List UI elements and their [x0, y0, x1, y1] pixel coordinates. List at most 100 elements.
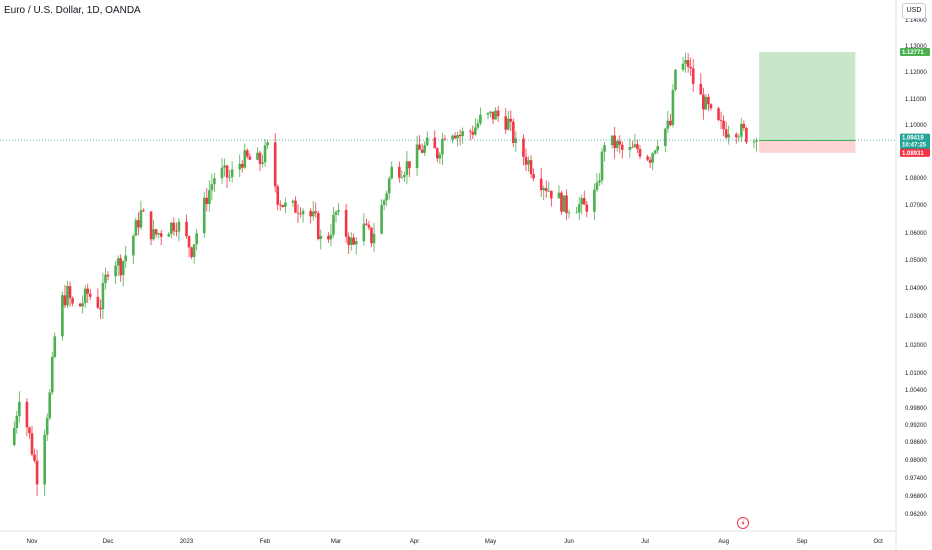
candle-body: [230, 169, 234, 177]
candle-body: [68, 286, 72, 299]
candle-body: [648, 159, 652, 163]
candle-body: [258, 152, 262, 164]
candle-body: [18, 401, 21, 416]
candle-body: [636, 144, 639, 149]
lightning-icon[interactable]: [737, 517, 749, 529]
candle-body: [593, 189, 596, 212]
candle-body: [666, 120, 670, 129]
currency-button[interactable]: USD: [902, 3, 926, 19]
candle-body: [704, 96, 708, 110]
candle-body: [615, 141, 619, 149]
candle-body: [451, 135, 454, 140]
candle-body: [653, 150, 657, 154]
time-tick-label: 2023: [180, 539, 194, 545]
candle-body: [139, 210, 143, 228]
price-tick-label: 0.99800: [905, 406, 927, 412]
candle-body: [631, 146, 634, 148]
candle-body: [43, 434, 46, 485]
candle-body: [30, 433, 34, 455]
candle-body: [724, 129, 728, 138]
candle-body: [45, 418, 49, 435]
candle-body: [453, 135, 457, 139]
candle-body: [620, 144, 624, 150]
candle-body: [476, 123, 480, 128]
candle-body: [294, 200, 297, 213]
candle-body: [613, 135, 616, 149]
candle-body: [154, 229, 158, 235]
time-axis[interactable]: Nov Dec 2023 Feb Mar Apr May Jun Jul Aug Sep Oct: [27, 539, 883, 545]
candle-body: [656, 146, 660, 151]
current-price-tag-text: 1.09419: [902, 136, 924, 142]
time-tick-label: Oct: [873, 539, 883, 545]
candle-body: [301, 210, 305, 215]
candle-body: [651, 153, 654, 163]
candle-body: [674, 69, 677, 90]
candle-body: [96, 296, 100, 308]
candle-body: [408, 161, 411, 169]
candle-body: [273, 142, 277, 187]
candle-body: [243, 150, 247, 168]
candle-body: [167, 233, 171, 237]
candle-body: [66, 286, 69, 306]
candle-body: [707, 96, 710, 105]
price-tick-label: 1.04000: [905, 286, 927, 292]
price-tick-label: 0.98000: [905, 458, 927, 464]
target-price-tag-text: 1.12771: [902, 50, 924, 56]
candle-body: [380, 205, 383, 234]
time-tick-label: May: [485, 539, 496, 545]
candle-body: [309, 210, 312, 217]
candle-body: [509, 118, 513, 122]
candle-body: [390, 166, 394, 179]
position-zones: [759, 51, 856, 153]
candle-body: [121, 261, 125, 276]
candle-body: [524, 156, 528, 165]
candle-body: [334, 211, 338, 215]
symbol-title: Euro / U.S. Dollar, 1D, OANDA: [4, 5, 141, 16]
time-tick-label: Sep: [797, 539, 808, 545]
candle-body: [256, 152, 259, 160]
price-tick-label: 0.97400: [905, 476, 927, 482]
candle-body: [213, 178, 216, 185]
candle-body: [177, 221, 181, 232]
candle-body: [149, 211, 153, 240]
candle-body: [157, 233, 160, 235]
candle-body: [246, 150, 249, 157]
candle-body: [646, 156, 649, 160]
candle-body: [170, 222, 173, 234]
candle-body: [372, 233, 376, 244]
stop-price-tag-bg: [900, 148, 930, 157]
price-tick-label: 0.96200: [905, 512, 927, 518]
candle-body: [468, 131, 472, 133]
time-tick-label: Feb: [260, 539, 271, 545]
current-price-tag-bg: [900, 133, 930, 149]
candle-body: [284, 202, 287, 207]
candle-body: [474, 127, 477, 135]
price-tick-label: 1.07000: [905, 203, 927, 209]
price-axis[interactable]: 1.140001.130001.120001.110001.100001.090…: [905, 18, 927, 518]
candle-body: [745, 128, 748, 143]
candle-body: [370, 227, 373, 244]
candle-body: [104, 274, 107, 284]
candle-body: [638, 148, 642, 157]
candle-body: [740, 123, 743, 137]
candle-body: [266, 142, 269, 146]
candle-body: [15, 415, 19, 429]
candle-body: [539, 178, 543, 191]
candle-body: [405, 161, 409, 175]
candle-body: [278, 204, 282, 206]
candle-body: [316, 213, 320, 240]
candle-body: [337, 209, 340, 212]
candle-body: [436, 148, 439, 159]
candle-body: [560, 192, 563, 212]
candle-body: [742, 123, 746, 129]
candle-body: [185, 221, 188, 237]
candle-body: [438, 154, 442, 159]
candle-body: [332, 214, 335, 235]
candle-body: [479, 114, 482, 124]
candle-body: [220, 167, 224, 179]
price-tick-label: 1.01000: [905, 371, 927, 377]
candle-body: [347, 236, 350, 245]
candle-body: [415, 144, 419, 169]
